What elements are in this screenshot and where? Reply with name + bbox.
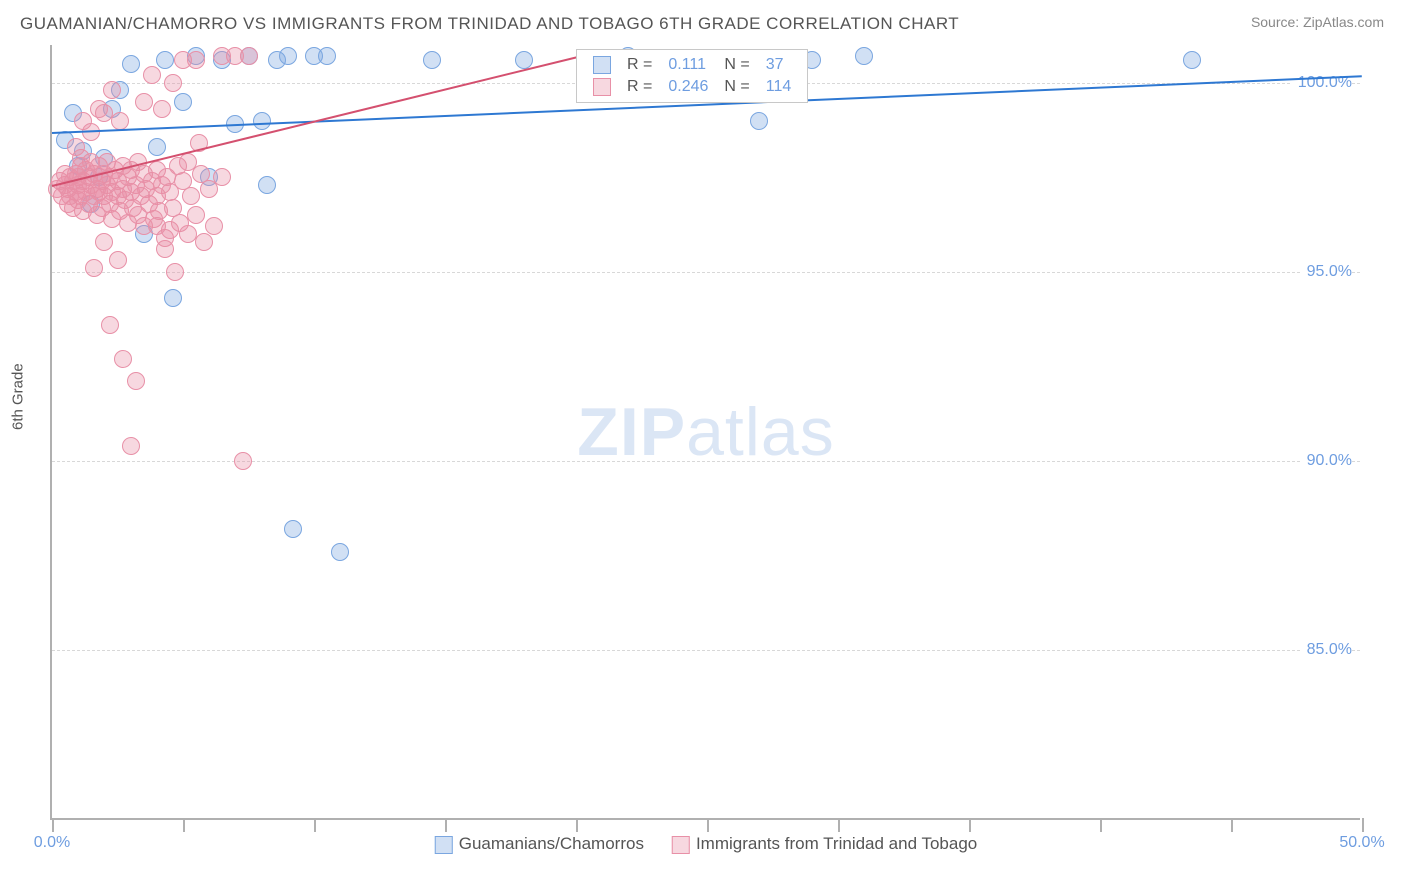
- x-tick-label: 0.0%: [34, 834, 70, 852]
- y-tick-label: 90.0%: [1301, 452, 1352, 470]
- data-point-blue: [284, 520, 302, 538]
- data-point-blue: [122, 55, 140, 73]
- y-axis-title: 6th Grade: [10, 363, 27, 430]
- data-point-blue: [258, 176, 276, 194]
- data-point-blue: [423, 51, 441, 69]
- data-point-pink: [153, 100, 171, 118]
- y-tick-label: 95.0%: [1301, 263, 1352, 281]
- data-point-pink: [195, 233, 213, 251]
- data-point-pink: [156, 240, 174, 258]
- stat-R-value-blue: 0.111: [660, 54, 716, 76]
- data-point-blue: [174, 93, 192, 111]
- scatter-plot-area: ZIPatlas 85.0%90.0%95.0%100.0%0.0%50.0%R…: [50, 45, 1360, 820]
- data-point-pink: [103, 81, 121, 99]
- data-point-pink: [111, 112, 129, 130]
- legend-swatch-blue: [435, 836, 453, 854]
- data-point-pink: [72, 149, 90, 167]
- watermark-rest: atlas: [686, 394, 835, 470]
- data-point-pink: [187, 206, 205, 224]
- data-point-pink: [122, 437, 140, 455]
- data-point-blue: [855, 47, 873, 65]
- x-tick: [1362, 818, 1364, 832]
- data-point-pink: [213, 47, 231, 65]
- watermark: ZIPatlas: [577, 393, 834, 471]
- data-point-pink: [205, 217, 223, 235]
- source-attribution: Source: ZipAtlas.com: [1251, 14, 1384, 30]
- legend-label-pink: Immigrants from Trinidad and Tobago: [696, 834, 977, 853]
- data-point-pink: [109, 251, 127, 269]
- data-point-pink: [213, 168, 231, 186]
- data-point-pink: [95, 233, 113, 251]
- stat-N-label: N =: [716, 76, 757, 98]
- data-point-pink: [148, 217, 166, 235]
- x-tick: [52, 818, 54, 832]
- data-point-pink: [182, 187, 200, 205]
- data-point-pink: [240, 47, 258, 65]
- legend-item-blue: Guamanians/Chamorros: [435, 834, 644, 853]
- data-point-pink: [127, 372, 145, 390]
- data-point-blue: [148, 138, 166, 156]
- data-point-pink: [101, 316, 119, 334]
- series-legend: Guamanians/Chamorros Immigrants from Trin…: [421, 834, 991, 854]
- data-point-pink: [179, 153, 197, 171]
- legend-item-pink: Immigrants from Trinidad and Tobago: [672, 834, 977, 853]
- data-point-blue: [268, 51, 286, 69]
- data-point-pink: [135, 93, 153, 111]
- data-point-pink: [85, 259, 103, 277]
- x-tick-label: 50.0%: [1339, 834, 1384, 852]
- data-point-pink: [90, 100, 108, 118]
- legend-swatch-pink: [593, 78, 611, 96]
- data-point-pink: [234, 452, 252, 470]
- data-point-blue: [318, 47, 336, 65]
- x-tick: [838, 818, 840, 832]
- data-point-blue: [331, 543, 349, 561]
- watermark-bold: ZIP: [577, 394, 686, 470]
- data-point-pink: [164, 74, 182, 92]
- x-tick: [314, 818, 316, 832]
- trend-line-pink: [52, 56, 576, 186]
- x-tick: [183, 818, 185, 832]
- gridline: [52, 650, 1360, 651]
- x-tick: [1100, 818, 1102, 832]
- data-point-blue: [515, 51, 533, 69]
- data-point-pink: [114, 350, 132, 368]
- data-point-pink: [187, 51, 205, 69]
- stat-N-label: N =: [716, 54, 757, 76]
- y-tick-label: 85.0%: [1301, 641, 1352, 659]
- stat-R-label: R =: [619, 76, 660, 98]
- chart-title: GUAMANIAN/CHAMORRO VS IMMIGRANTS FROM TR…: [20, 14, 959, 34]
- correlation-stats-box: R =0.111N =37 R =0.246N =114: [576, 49, 808, 103]
- stat-N-value-blue: 37: [758, 54, 800, 76]
- stat-R-value-pink: 0.246: [660, 76, 716, 98]
- data-point-pink: [166, 263, 184, 281]
- x-tick: [969, 818, 971, 832]
- data-point-pink: [143, 66, 161, 84]
- data-point-blue: [156, 51, 174, 69]
- x-tick: [445, 818, 447, 832]
- data-point-blue: [253, 112, 271, 130]
- stat-R-label: R =: [619, 54, 660, 76]
- data-point-blue: [1183, 51, 1201, 69]
- x-tick: [576, 818, 578, 832]
- x-tick: [707, 818, 709, 832]
- legend-swatch-blue: [593, 56, 611, 74]
- stat-N-value-pink: 114: [758, 76, 800, 98]
- x-tick: [1231, 818, 1233, 832]
- legend-label-blue: Guamanians/Chamorros: [459, 834, 644, 853]
- data-point-blue: [164, 289, 182, 307]
- legend-swatch-pink: [672, 836, 690, 854]
- data-point-blue: [750, 112, 768, 130]
- gridline: [52, 272, 1360, 273]
